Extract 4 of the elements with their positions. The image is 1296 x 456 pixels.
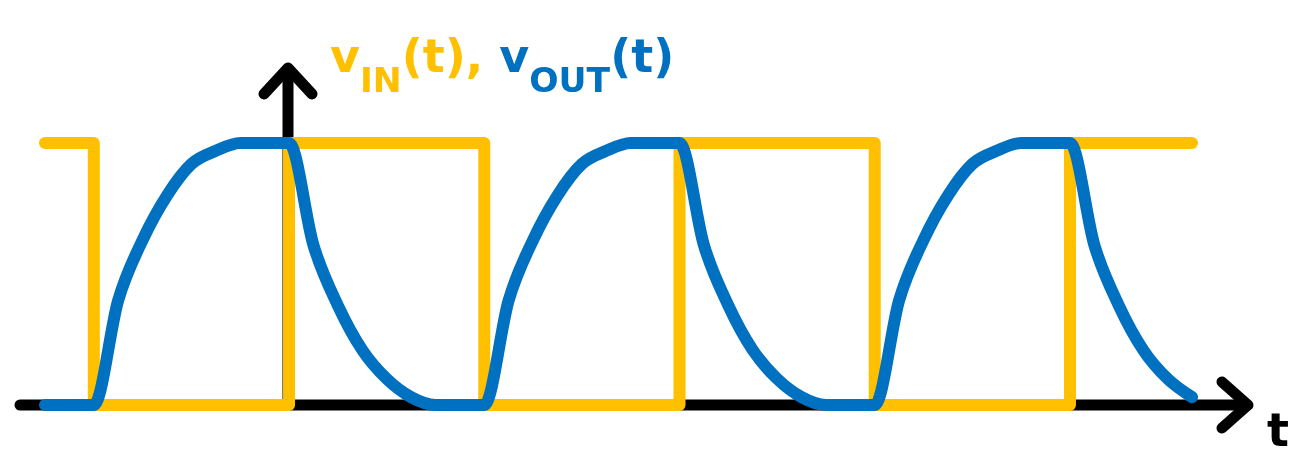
series-label: v$_{IN}$(t) [330, 29, 466, 100]
x-axis-title: t [1267, 403, 1289, 456]
text: , [465, 29, 500, 83]
series-label: v$_{OUT}$(t) [499, 29, 675, 100]
